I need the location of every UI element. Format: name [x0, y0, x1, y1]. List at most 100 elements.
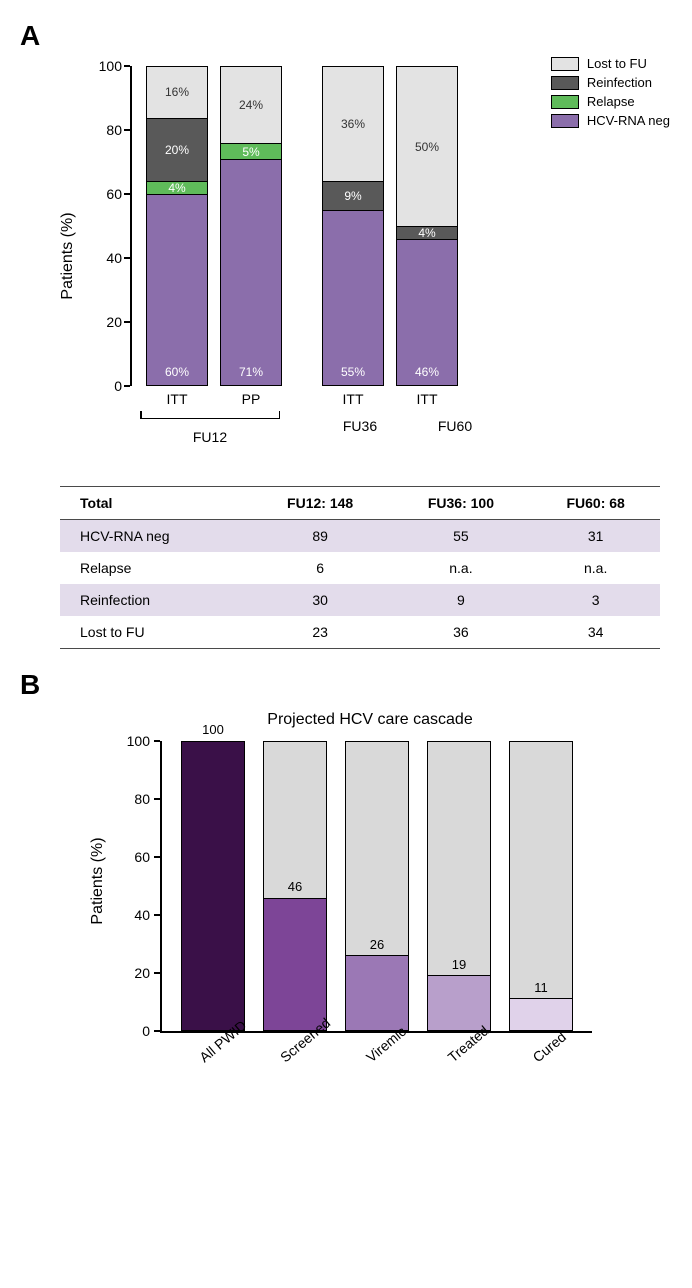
table-cell: n.a. [391, 552, 532, 584]
ytick: 20 [134, 965, 150, 981]
bar-fill [264, 898, 326, 1030]
table-cell: 3 [531, 584, 660, 616]
legend-swatch [551, 57, 579, 71]
table-cell: 9 [391, 584, 532, 616]
ytick: 100 [127, 733, 150, 749]
legend-swatch [551, 95, 579, 109]
table-cell: 55 [391, 520, 532, 553]
bar-segment: 60% [147, 194, 207, 385]
table-cell: Reinfection [60, 584, 250, 616]
chart-a-bars: 16%20%4%60%ITT24%5%71%PP36%9%55%ITT50%4%… [132, 66, 512, 386]
chart-b-bars: 100All PWID46Screened26Viremic19Treated1… [162, 741, 592, 1031]
stacked-bar: 16%20%4%60%ITT [146, 66, 208, 386]
ytick: 80 [134, 791, 150, 807]
bar-value: 11 [534, 980, 548, 995]
table-header: Total [60, 487, 250, 520]
table-row: Relapse6n.a.n.a. [60, 552, 660, 584]
bar-segment: 46% [397, 239, 457, 385]
legend-label: HCV-RNA neg [587, 113, 670, 128]
legend-label: Reinfection [587, 75, 652, 90]
bar-fill [510, 998, 572, 1030]
table-cell: 34 [531, 616, 660, 649]
table-row: Reinfection3093 [60, 584, 660, 616]
ytick: 60 [106, 186, 122, 202]
bar-segment: 20% [147, 118, 207, 182]
bar-value: 19 [452, 957, 466, 972]
panel-a-label: A [20, 20, 672, 52]
panel-b-label: B [20, 669, 672, 701]
table-header: FU36: 100 [391, 487, 532, 520]
legend-label: Relapse [587, 94, 635, 109]
stacked-bar: 36%9%55%ITT [322, 66, 384, 386]
table-cell: HCV-RNA neg [60, 520, 250, 553]
chart-b-title: Projected HCV care cascade [90, 711, 650, 729]
table-cell: 31 [531, 520, 660, 553]
chart-b: Projected HCV care cascade Patients (%) … [90, 711, 650, 1141]
bar-value: 26 [370, 937, 384, 952]
table-cell: Lost to FU [60, 616, 250, 649]
table-cell: 36 [391, 616, 532, 649]
chart-a: Patients (%) 020406080100 16%20%4%60%ITT… [60, 56, 660, 456]
chart-b-plot: 100All PWID46Screened26Viremic19Treated1… [160, 741, 592, 1033]
ytick: 60 [134, 849, 150, 865]
cascade-bar: 100All PWID [181, 741, 245, 1031]
table-row: Lost to FU233634 [60, 616, 660, 649]
legend-item: HCV-RNA neg [551, 113, 670, 128]
table-row: HCV-RNA neg895531 [60, 520, 660, 553]
table-cell: 23 [250, 616, 391, 649]
table-cell: 89 [250, 520, 391, 553]
ytick: 20 [106, 314, 122, 330]
table-cell: 30 [250, 584, 391, 616]
bar-fill [346, 955, 408, 1030]
table-cell: Relapse [60, 552, 250, 584]
stacked-bar: 50%4%46%ITT [396, 66, 458, 386]
bar-segment: 4% [147, 181, 207, 194]
table-header-row: Total FU12: 148 FU36: 100 FU60: 68 [60, 487, 660, 520]
bar-segment: 16% [147, 67, 207, 118]
ytick: 80 [106, 122, 122, 138]
bar-segment: 55% [323, 210, 383, 385]
bar-xlabel: ITT [167, 391, 188, 407]
table-cell: n.a. [531, 552, 660, 584]
table-header: FU12: 148 [250, 487, 391, 520]
bar-segment: 36% [323, 67, 383, 181]
ytick: 0 [142, 1023, 150, 1039]
legend-item: Relapse [551, 94, 670, 109]
bar-xlabel: Cured [530, 1028, 570, 1065]
legend-swatch [551, 114, 579, 128]
table-a: Total FU12: 148 FU36: 100 FU60: 68 HCV-R… [60, 486, 660, 649]
bar-xlabel: ITT [343, 391, 364, 407]
ytick: 40 [134, 907, 150, 923]
bar-segment: 9% [323, 181, 383, 210]
bar-fill [182, 742, 244, 1030]
table-cell: 6 [250, 552, 391, 584]
chart-a-plot: 16%20%4%60%ITT24%5%71%PP36%9%55%ITT50%4%… [130, 66, 512, 386]
bar-segment: 71% [221, 159, 281, 385]
bar-segment: 4% [397, 226, 457, 239]
cascade-bar: 19Treated [427, 741, 491, 1031]
legend-swatch [551, 76, 579, 90]
bar-value: 100 [202, 722, 224, 737]
cascade-bar: 11Cured [509, 741, 573, 1031]
bar-segment: 5% [221, 143, 281, 159]
fu36-label: FU36 [343, 418, 377, 434]
bar-segment: 50% [397, 67, 457, 226]
cascade-bar: 26Viremic [345, 741, 409, 1031]
ytick: 40 [106, 250, 122, 266]
bar-xlabel: ITT [417, 391, 438, 407]
legend-item: Lost to FU [551, 56, 670, 71]
ytick: 100 [99, 58, 122, 74]
chart-b-yticks: 020406080100 [90, 741, 160, 1031]
cascade-bar: 46Screened [263, 741, 327, 1031]
chart-a-yticks: 020406080100 [60, 66, 130, 386]
legend-label: Lost to FU [587, 56, 647, 71]
chart-a-legend: Lost to FU Reinfection Relapse HCV-RNA neg [551, 56, 670, 132]
bar-value: 46 [288, 879, 302, 894]
fu12-label: FU12 [193, 429, 227, 445]
fu60-label: FU60 [438, 418, 472, 434]
ytick: 0 [114, 378, 122, 394]
stacked-bar: 24%5%71%PP [220, 66, 282, 386]
bar-xlabel: PP [242, 391, 261, 407]
legend-item: Reinfection [551, 75, 670, 90]
table-header: FU60: 68 [531, 487, 660, 520]
